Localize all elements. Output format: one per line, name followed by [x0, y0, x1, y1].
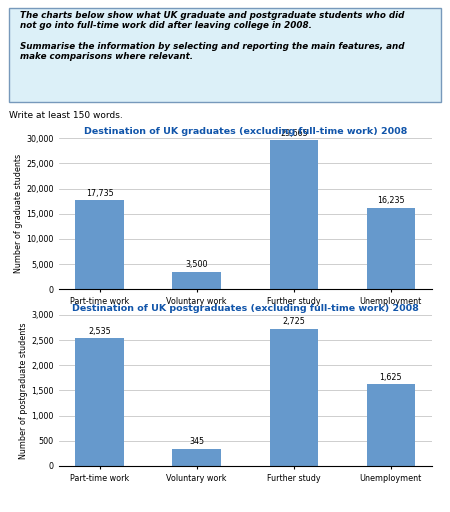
- Text: 3,500: 3,500: [185, 261, 208, 269]
- Text: Write at least 150 words.: Write at least 150 words.: [9, 111, 123, 120]
- Y-axis label: Number of graduate students: Number of graduate students: [14, 154, 23, 273]
- Bar: [366, 384, 415, 466]
- FancyBboxPatch shape: [9, 8, 441, 102]
- Title: Destination of UK graduates (excluding full-time work) 2008: Destination of UK graduates (excluding f…: [84, 127, 407, 136]
- Bar: [172, 272, 221, 289]
- Bar: [76, 338, 124, 466]
- Text: 17,735: 17,735: [86, 189, 113, 198]
- Text: 16,235: 16,235: [377, 196, 405, 205]
- Text: 2,725: 2,725: [282, 317, 305, 327]
- Bar: [172, 449, 221, 466]
- Bar: [270, 329, 318, 466]
- Title: Destination of UK postgraduates (excluding full-time work) 2008: Destination of UK postgraduates (excludi…: [72, 304, 418, 313]
- Text: 29,665: 29,665: [280, 129, 308, 138]
- Bar: [366, 207, 415, 289]
- Text: 2,535: 2,535: [88, 327, 111, 336]
- Y-axis label: Number of postgraduate students: Number of postgraduate students: [19, 322, 28, 459]
- Text: 345: 345: [189, 437, 204, 446]
- Text: The charts below show what UK graduate and postgraduate students who did
not go : The charts below show what UK graduate a…: [20, 11, 404, 61]
- Bar: [76, 200, 124, 289]
- Text: 1,625: 1,625: [379, 373, 402, 382]
- Bar: [270, 140, 318, 289]
